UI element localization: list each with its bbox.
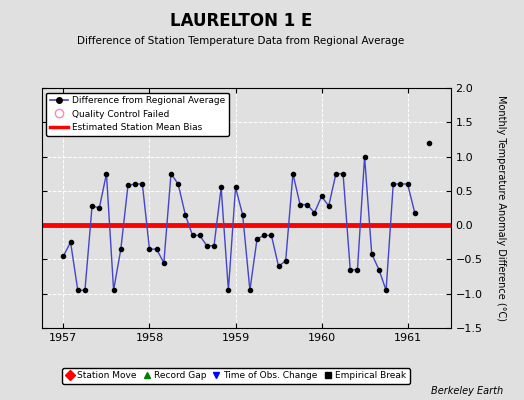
Text: LAURELTON 1 E: LAURELTON 1 E (170, 12, 312, 30)
Text: Berkeley Earth: Berkeley Earth (431, 386, 503, 396)
Text: Difference of Station Temperature Data from Regional Average: Difference of Station Temperature Data f… (78, 36, 405, 46)
Legend: Difference from Regional Average, Quality Control Failed, Estimated Station Mean: Difference from Regional Average, Qualit… (47, 92, 228, 136)
Legend: Station Move, Record Gap, Time of Obs. Change, Empirical Break: Station Move, Record Gap, Time of Obs. C… (62, 368, 410, 384)
Y-axis label: Monthly Temperature Anomaly Difference (°C): Monthly Temperature Anomaly Difference (… (496, 95, 506, 321)
